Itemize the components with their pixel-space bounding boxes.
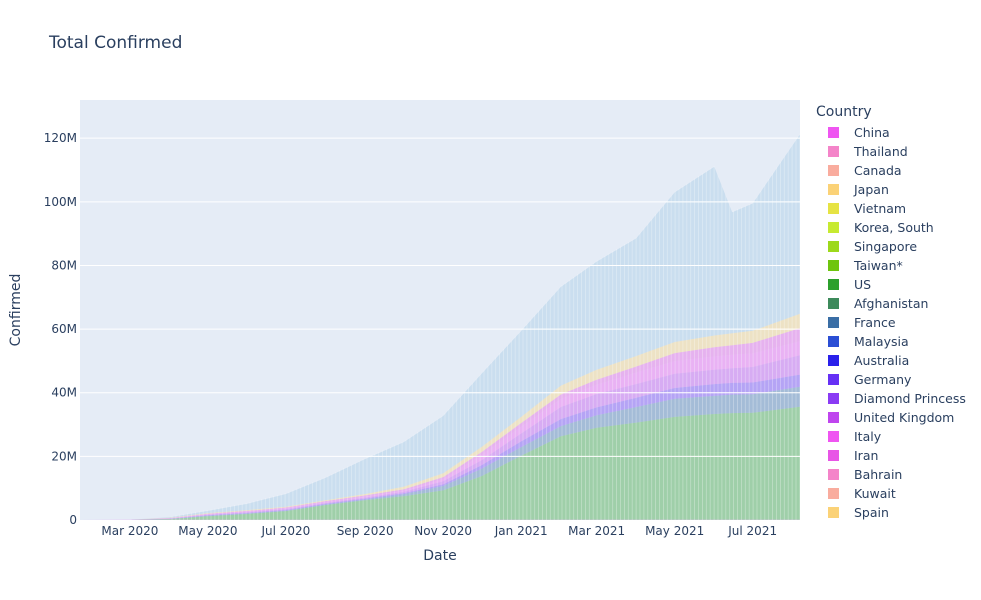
legend-item[interactable]: China [816, 123, 966, 142]
legend-swatch [828, 165, 839, 176]
legend-swatch [828, 317, 839, 328]
legend-item[interactable]: Canada [816, 161, 966, 180]
legend-item[interactable]: Singapore [816, 237, 966, 256]
legend-swatch [828, 127, 839, 138]
legend-item[interactable]: Afghanistan [816, 294, 966, 313]
area-us [80, 406, 800, 520]
legend-label: Germany [854, 372, 912, 387]
legend-swatch [828, 298, 839, 309]
legend-label: France [854, 315, 896, 330]
y-tick-label: 20M [51, 449, 77, 463]
legend-item[interactable]: US [816, 275, 966, 294]
bar-columns [80, 100, 801, 520]
legend-item[interactable]: Bahrain [816, 465, 966, 484]
area-iran [80, 328, 800, 520]
legend-swatch [828, 488, 839, 499]
legend-item[interactable]: Kuwait [816, 484, 966, 503]
area-other-countries [80, 134, 800, 520]
legend-item[interactable]: Germany [816, 370, 966, 389]
legend-title: Country [816, 104, 872, 120]
legend-label: Thailand [854, 144, 908, 159]
legend-swatch [828, 374, 839, 385]
area-france [80, 386, 800, 520]
x-tick-label: Mar 2021 [568, 524, 625, 538]
x-axis-label: Date [423, 548, 456, 564]
y-tick-label: 120M [44, 131, 77, 145]
y-tick-label: 40M [51, 386, 77, 400]
legend-swatch [828, 450, 839, 461]
area-spain [80, 313, 800, 520]
legend-label: Singapore [854, 239, 918, 254]
legend-swatch [828, 279, 839, 290]
x-tick-label: Jul 2020 [260, 524, 310, 538]
legend-label: Kuwait [854, 486, 896, 501]
legend-label: US [854, 277, 872, 292]
legend-label: Korea, South [854, 220, 934, 235]
legend-swatch [828, 146, 839, 157]
legend-item[interactable]: United Kingdom [816, 408, 966, 427]
legend-item[interactable]: Italy [816, 427, 966, 446]
legend-label: Afghanistan [854, 296, 929, 311]
x-tick-label: Nov 2020 [414, 524, 472, 538]
legend-item[interactable]: Thailand [816, 142, 966, 161]
x-tick-label: Mar 2020 [101, 524, 158, 538]
chart-title: Total Confirmed [49, 33, 183, 53]
legend-swatch [828, 431, 839, 442]
legend-item[interactable]: Diamond Princess [816, 389, 966, 408]
legend-swatch [828, 412, 839, 423]
legend-swatch [828, 260, 839, 271]
legend-item[interactable]: Taiwan* [816, 256, 966, 275]
y-axis-label: Confirmed [8, 274, 24, 347]
legend-item[interactable]: Korea, South [816, 218, 966, 237]
legend-swatch [828, 507, 839, 518]
above-area-mask [80, 100, 800, 519]
legend-label: Italy [854, 429, 882, 444]
legend-swatch [828, 222, 839, 233]
y-axis-ticks: 0 20M 40M 60M 80M 100M 120M [44, 131, 77, 527]
legend-item[interactable]: France [816, 313, 966, 332]
legend-label: Diamond Princess [854, 391, 966, 406]
legend-swatch [828, 241, 839, 252]
y-tick-label: 100M [44, 195, 77, 209]
legend-label: Spain [854, 505, 889, 520]
x-tick-label: Jan 2021 [494, 524, 548, 538]
legend-label: Malaysia [854, 334, 909, 349]
legend-label: Vietnam [854, 201, 907, 216]
legend-label: Canada [854, 163, 902, 178]
x-tick-label: May 2021 [645, 524, 704, 538]
y-tick-label: 80M [51, 258, 77, 272]
legend-swatch [828, 336, 839, 347]
legend-label: United Kingdom [854, 410, 955, 425]
legend-item[interactable]: Spain [816, 503, 966, 522]
legend-label: China [854, 125, 890, 140]
legend-item[interactable]: Malaysia [816, 332, 966, 351]
legend-swatch [828, 469, 839, 480]
legend: Country China Thailand Canada Japan Vietnam K… [816, 104, 966, 522]
x-tick-label: May 2020 [178, 524, 237, 538]
x-tick-label: Sep 2020 [337, 524, 394, 538]
x-tick-label: Jul 2021 [727, 524, 777, 538]
legend-item[interactable]: Vietnam [816, 199, 966, 218]
area-italy [80, 341, 800, 520]
legend-swatch [828, 203, 839, 214]
legend-label: Bahrain [854, 467, 903, 482]
x-axis-ticks: Mar 2020 May 2020 Jul 2020 Sep 2020 Nov 2020… [101, 524, 777, 538]
legend-swatch [828, 355, 839, 366]
legend-label: Japan [854, 182, 889, 197]
area-germany [80, 374, 800, 520]
area-united-kingdom [80, 355, 800, 520]
legend-swatch [828, 393, 839, 404]
legend-item[interactable]: Japan [816, 180, 966, 199]
legend-item[interactable]: Australia [816, 351, 966, 370]
legend-item[interactable]: Iran [816, 446, 966, 465]
y-tick-label: 60M [51, 322, 77, 336]
legend-items: China Thailand Canada Japan Vietnam Korea, So… [816, 123, 966, 522]
legend-label: Taiwan* [854, 258, 903, 273]
legend-label: Iran [854, 448, 879, 463]
legend-label: Australia [854, 353, 910, 368]
stacked-areas [80, 134, 800, 520]
legend-swatch [828, 184, 839, 195]
y-tick-label: 0 [69, 513, 77, 527]
